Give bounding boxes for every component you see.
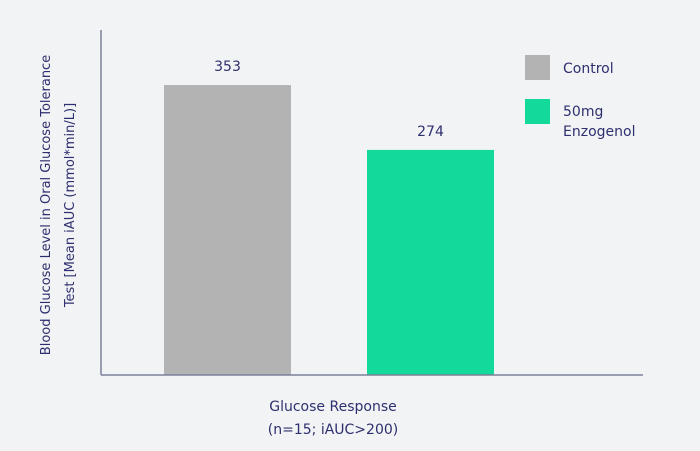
legend-swatch-control	[525, 55, 550, 80]
value-label-control: 353	[214, 59, 241, 75]
value-label-50mg-enzogenol: 274	[417, 124, 444, 140]
y-axis-title: Blood Glucose Level in Oral Glucose Tole…	[39, 55, 78, 355]
bars-group	[164, 85, 494, 376]
legend: Control 50mg Enzogenol	[525, 55, 635, 140]
x-axis-title-line-1: Glucose Response	[269, 399, 396, 415]
legend-label-control: Control	[563, 61, 614, 77]
y-axis-title-line-2: Test [Mean iAUC (mmol*min/L)]	[63, 103, 78, 308]
value-labels-group: 353 274	[214, 59, 444, 140]
legend-swatch-enzogenol	[525, 99, 550, 124]
y-axis-title-line-1: Blood Glucose Level in Oral Glucose Tole…	[39, 55, 54, 355]
legend-label-enzogenol-line-2: Enzogenol	[563, 124, 635, 140]
legend-label-enzogenol-line-1: 50mg	[563, 104, 603, 120]
bar-50mg-enzogenol	[367, 149, 494, 375]
x-axis-title-line-2: (n=15; iAUC>200)	[268, 422, 398, 438]
bar-control	[164, 85, 291, 376]
